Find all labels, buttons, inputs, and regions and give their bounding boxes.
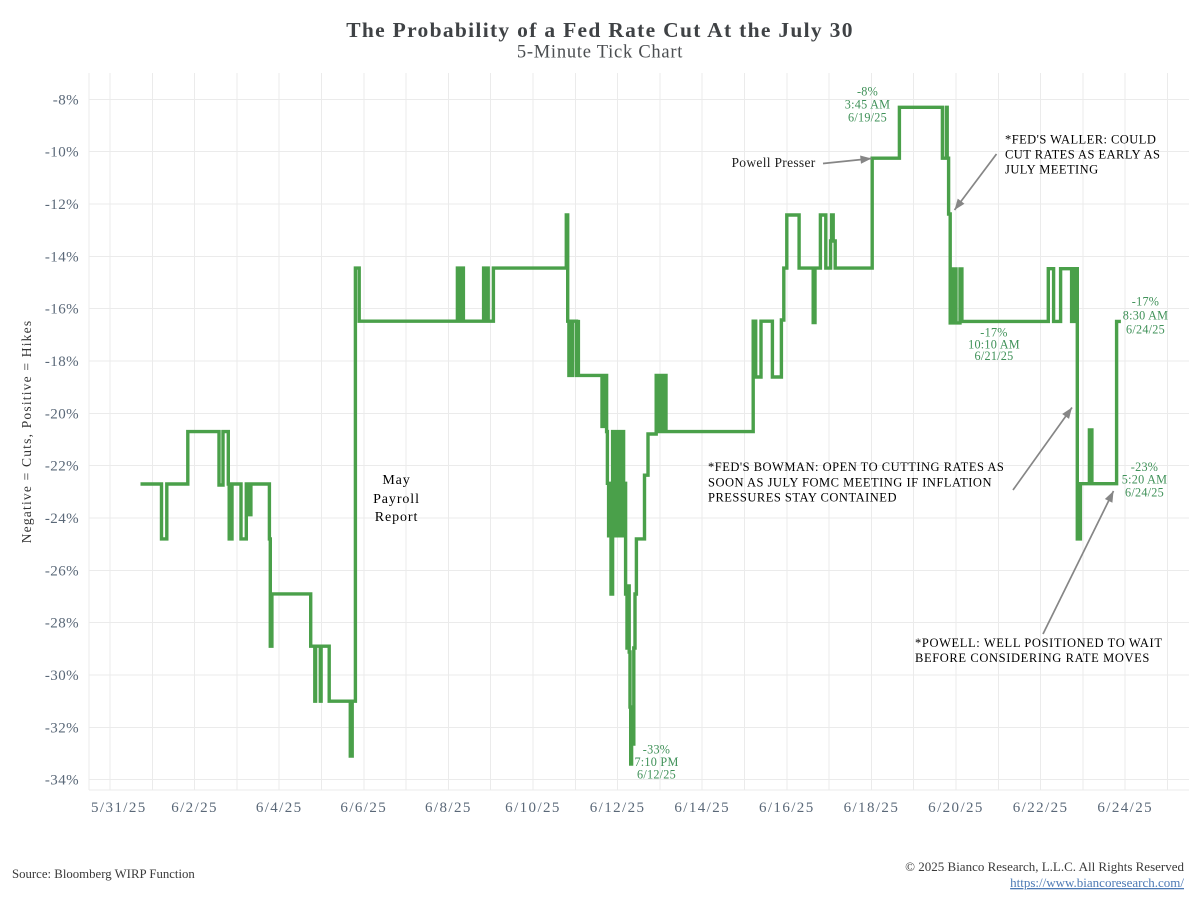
svg-text:-16%: -16% xyxy=(45,302,79,318)
svg-text:-23%: -23% xyxy=(1131,460,1158,474)
svg-text:-20%: -20% xyxy=(45,406,79,422)
svg-text:-32%: -32% xyxy=(45,720,79,736)
svg-text:-17%: -17% xyxy=(980,326,1007,340)
svg-text:6/4/25: 6/4/25 xyxy=(256,800,303,816)
svg-text:https://www.biancoresearch.com: https://www.biancoresearch.com/ xyxy=(1010,875,1184,890)
svg-text:6/2/25: 6/2/25 xyxy=(171,800,218,816)
svg-text:-8%: -8% xyxy=(857,85,878,99)
svg-text:6/10/25: 6/10/25 xyxy=(505,800,561,816)
svg-text:SOON AS JULY FOMC MEETING IF I: SOON AS JULY FOMC MEETING IF INFLATION xyxy=(708,475,992,489)
svg-text:6/22/25: 6/22/25 xyxy=(1013,800,1069,816)
svg-text:-30%: -30% xyxy=(45,668,79,684)
svg-text:-18%: -18% xyxy=(45,354,79,370)
svg-text:-14%: -14% xyxy=(45,249,79,265)
svg-text:-17%: -17% xyxy=(1132,295,1159,309)
svg-text:PRESSURES STAY CONTAINED: PRESSURES STAY CONTAINED xyxy=(708,491,897,505)
svg-text:6/14/25: 6/14/25 xyxy=(674,800,730,816)
svg-text:6/8/25: 6/8/25 xyxy=(425,800,472,816)
svg-text:Powell Presser: Powell Presser xyxy=(732,155,816,170)
svg-text:Payroll: Payroll xyxy=(373,492,420,507)
svg-text:© 2025 Bianco Research, L.L.C.: © 2025 Bianco Research, L.L.C. All Right… xyxy=(905,859,1184,874)
svg-text:-28%: -28% xyxy=(45,616,79,632)
svg-text:May: May xyxy=(382,473,410,488)
svg-text:*FED'S WALLER: COULD: *FED'S WALLER: COULD xyxy=(1005,133,1156,147)
svg-text:-12%: -12% xyxy=(45,197,79,213)
svg-text:-34%: -34% xyxy=(45,773,79,789)
svg-text:BEFORE CONSIDERING RATE MOVES: BEFORE CONSIDERING RATE MOVES xyxy=(915,651,1150,665)
svg-text:-33%: -33% xyxy=(643,743,670,757)
svg-text:CUT RATES AS EARLY AS: CUT RATES AS EARLY AS xyxy=(1005,148,1160,162)
svg-text:-22%: -22% xyxy=(45,459,79,475)
svg-text:6/16/25: 6/16/25 xyxy=(759,800,815,816)
svg-text:7:10 PM: 7:10 PM xyxy=(634,755,678,769)
svg-text:5:20 AM: 5:20 AM xyxy=(1122,473,1167,487)
svg-text:Report: Report xyxy=(375,510,419,525)
svg-text:8:30 AM: 8:30 AM xyxy=(1123,309,1168,323)
svg-text:5/31/25: 5/31/25 xyxy=(91,800,147,816)
svg-text:6/12/25: 6/12/25 xyxy=(637,768,676,782)
svg-text:JULY MEETING: JULY MEETING xyxy=(1005,163,1099,177)
svg-text:6/18/25: 6/18/25 xyxy=(844,800,900,816)
svg-text:*FED'S BOWMAN: OPEN TO CUTTING: *FED'S BOWMAN: OPEN TO CUTTING RATES AS xyxy=(708,460,1004,474)
svg-text:-8%: -8% xyxy=(53,92,79,108)
svg-text:3:45 AM: 3:45 AM xyxy=(845,98,890,112)
svg-text:6/20/25: 6/20/25 xyxy=(928,800,984,816)
svg-text:6/21/25: 6/21/25 xyxy=(975,349,1014,363)
svg-text:6/12/25: 6/12/25 xyxy=(590,800,646,816)
svg-text:10:10 AM: 10:10 AM xyxy=(968,337,1020,351)
svg-text:5-Minute Tick Chart: 5-Minute Tick Chart xyxy=(517,43,683,63)
svg-text:6/19/25: 6/19/25 xyxy=(848,111,887,125)
svg-text:*POWELL: WELL POSITIONED TO WA: *POWELL: WELL POSITIONED TO WAIT xyxy=(915,636,1163,650)
svg-text:The Probability of a Fed Rate: The Probability of a Fed Rate Cut At the… xyxy=(346,18,854,42)
svg-text:6/6/25: 6/6/25 xyxy=(340,800,387,816)
svg-text:6/24/25: 6/24/25 xyxy=(1125,485,1164,499)
svg-text:-10%: -10% xyxy=(45,145,79,161)
svg-text:Source: Bloomberg WIRP Functio: Source: Bloomberg WIRP Function xyxy=(12,867,195,881)
svg-text:-24%: -24% xyxy=(45,511,79,527)
svg-text:6/24/25: 6/24/25 xyxy=(1126,323,1165,337)
svg-text:-26%: -26% xyxy=(45,563,79,579)
svg-text:Negative = Cuts, Positive = Hi: Negative = Cuts, Positive = Hikes xyxy=(19,320,34,544)
svg-text:6/24/25: 6/24/25 xyxy=(1097,800,1153,816)
